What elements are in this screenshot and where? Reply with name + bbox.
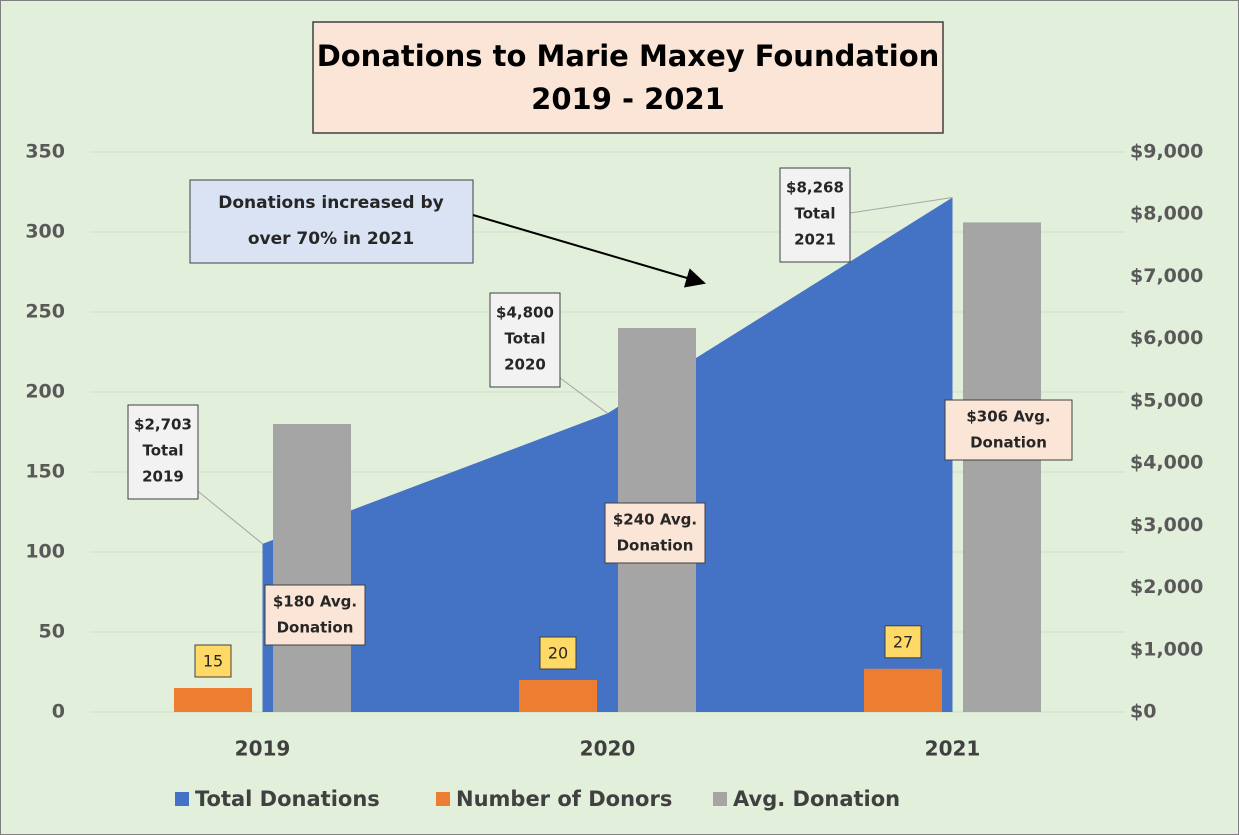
legend-swatch: [175, 792, 189, 806]
data-label: $2,703: [134, 416, 192, 434]
y2-tick-label: $1,000: [1130, 638, 1203, 660]
y2-tick-label: $2,000: [1130, 576, 1203, 598]
data-label: 15: [203, 652, 223, 671]
data-label: 2021: [794, 231, 836, 249]
y2-tick-label: $0: [1130, 701, 1156, 723]
data-label: 2020: [504, 356, 546, 374]
chart-title: Donations to Marie Maxey Foundation: [317, 39, 940, 73]
data-label: Donation: [970, 434, 1047, 452]
y-tick-label: 100: [25, 541, 65, 563]
y2-tick-label: $8,000: [1130, 203, 1203, 225]
annotation: Donations increased by: [218, 193, 444, 213]
y2-tick-label: $7,000: [1130, 265, 1203, 287]
legend-label: Number of Donors: [456, 787, 672, 811]
data-label-box: [489, 292, 561, 388]
data-label-box: [604, 502, 706, 564]
legend-label: Total Donations: [195, 787, 380, 811]
y-tick-label: 150: [25, 461, 65, 483]
data-label: Total: [143, 442, 184, 460]
data-label-box: [194, 644, 232, 678]
data-label-box: [884, 625, 922, 659]
data-label-box: [779, 167, 851, 263]
data-label: $180 Avg.: [273, 593, 357, 611]
y-tick-label: 50: [39, 621, 65, 643]
data-label: 27: [893, 632, 913, 651]
y2-tick-label: $5,000: [1130, 389, 1203, 411]
y-tick-label: 0: [52, 701, 65, 723]
x-tick-label: 2019: [235, 737, 291, 761]
data-label: $8,268: [786, 179, 844, 197]
x-tick-label: 2021: [925, 737, 981, 761]
y2-tick-label: $4,000: [1130, 452, 1203, 474]
y2-tick-label: $3,000: [1130, 514, 1203, 536]
bar: [174, 688, 252, 712]
leader-line: [849, 197, 953, 214]
annotation: over 70% in 2021: [248, 229, 414, 249]
data-label-box: [127, 404, 199, 500]
x-tick-label: 2020: [580, 737, 636, 761]
y-tick-label: 200: [25, 381, 65, 403]
area: [262, 197, 953, 713]
data-label-box: [944, 399, 1073, 461]
legend-swatch: [713, 792, 727, 806]
data-label: Donation: [617, 537, 694, 555]
annotation-box: [189, 179, 474, 264]
data-label: $306 Avg.: [966, 408, 1050, 426]
annotation-arrow: [472, 214, 706, 288]
legend-swatch: [436, 792, 450, 806]
bar: [519, 680, 597, 712]
y-tick-label: 300: [25, 221, 65, 243]
data-label-box: [264, 584, 366, 646]
bar: [963, 222, 1041, 712]
y-tick-label: 350: [25, 141, 65, 163]
title-box: [312, 21, 944, 134]
data-label-box: [539, 636, 577, 670]
data-label: 2019: [142, 468, 184, 486]
data-label: $240 Avg.: [613, 511, 697, 529]
bar: [273, 424, 351, 712]
legend-label: Avg. Donation: [733, 787, 900, 811]
data-label: Donation: [277, 619, 354, 637]
y-tick-label: 250: [25, 301, 65, 323]
chart-title: 2019 - 2021: [531, 82, 725, 116]
bar: [864, 668, 942, 712]
data-label: Total: [795, 205, 836, 223]
data-label: 20: [548, 644, 568, 663]
y2-tick-label: $6,000: [1130, 327, 1203, 349]
data-label: $4,800: [496, 304, 554, 322]
y2-tick-label: $9,000: [1130, 141, 1203, 163]
data-label: Total: [505, 330, 546, 348]
